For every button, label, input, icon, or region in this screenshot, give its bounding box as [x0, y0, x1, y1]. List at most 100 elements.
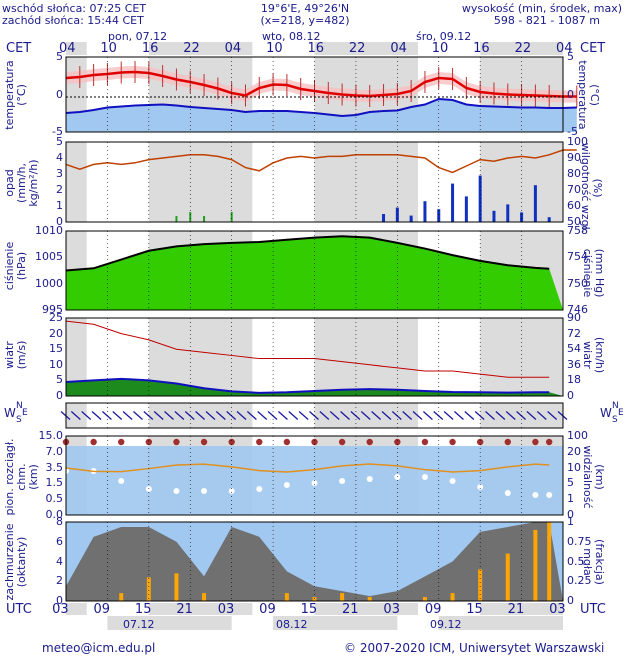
visibility-dot	[118, 438, 125, 446]
tick-right-visibility: 20	[567, 444, 581, 458]
wind-arrow	[267, 411, 278, 420]
tick-right-pressure: 758	[567, 224, 588, 237]
wind-arrow	[495, 411, 506, 420]
tick-left-pressure: 995	[42, 303, 63, 316]
tick-right-wind: 0	[567, 389, 574, 402]
wind-arrow	[381, 411, 392, 420]
tick-right-visibility: 5	[567, 476, 574, 490]
tick-right-precip: 60	[567, 199, 581, 212]
night-band	[66, 318, 87, 396]
tick-right-clouds: 0.25	[567, 574, 592, 588]
tz-bottom-right: UTC	[580, 602, 606, 617]
wind-arrow	[360, 411, 371, 420]
visibility-dot	[283, 438, 291, 446]
wind-arrow	[350, 411, 361, 420]
precip-bar	[547, 217, 551, 222]
wind-arrow	[81, 411, 92, 420]
bottom-night-band	[314, 603, 419, 616]
wind-arrow	[412, 411, 423, 420]
visibility-dot	[90, 438, 97, 446]
precip-bar	[437, 209, 441, 222]
cloud-base-dot	[366, 476, 373, 482]
wind-arrow	[174, 411, 185, 420]
visibility-dot	[545, 438, 553, 446]
tick-right-clouds: 0	[567, 594, 574, 607]
wind-arrow	[454, 411, 464, 420]
wind-arrow	[526, 411, 537, 420]
wdir-right-n: N	[612, 401, 619, 411]
panel-frame-press	[65, 230, 564, 311]
bottom-night-band	[480, 603, 563, 616]
wind-arrow	[516, 411, 527, 420]
bottom-hour-label: 03	[52, 602, 69, 617]
cloud-base-dot	[173, 488, 180, 494]
bottom-hour-label: 09	[259, 602, 276, 617]
tick-left-clouds: 0	[56, 594, 63, 607]
top-hour-label: 16	[307, 41, 325, 56]
bottom-hour-label: 21	[176, 602, 193, 617]
fog-bar	[202, 593, 207, 601]
dewpoint-line	[65, 97, 577, 118]
fog-bar	[340, 593, 345, 601]
tick-left-wind: 10	[49, 357, 63, 371]
panel-frame-precip	[65, 141, 564, 223]
wdir-right-e: E	[618, 408, 624, 418]
visibility-dot	[394, 438, 401, 446]
wind-arrow	[143, 411, 154, 420]
bottom-date-shade	[438, 616, 563, 630]
pressure-line	[65, 235, 550, 272]
tz-bottom-left: UTC	[6, 602, 32, 617]
fog-bar	[174, 573, 179, 601]
fog-bar	[533, 529, 538, 601]
wdir-right-s: S	[612, 415, 618, 425]
visibility-dot	[256, 438, 263, 446]
wind-arrow	[433, 411, 444, 420]
date-label-1: 07.12	[123, 618, 155, 631]
tick-left-temperature: 5	[56, 50, 63, 63]
tick-left-wind: 15	[49, 342, 63, 356]
tick-right-pressure: 746	[567, 303, 588, 316]
cloud-base-dot	[311, 480, 318, 486]
wind-line	[65, 377, 550, 394]
tick-left-wind: 20	[49, 326, 63, 340]
tick-left-precip: 0	[56, 215, 63, 228]
visibility-dot	[421, 438, 429, 446]
wind-arrow	[536, 411, 547, 420]
tick-right-temperature: 0	[567, 87, 574, 101]
cloud-base-dot	[421, 474, 428, 480]
tick-right-precip: 50	[567, 215, 581, 228]
day-label-2: wto, 08.12	[262, 30, 321, 43]
top-night-band	[480, 42, 563, 55]
tick-left-visibility: 1.5	[45, 476, 64, 490]
top-hour-label: 16	[141, 41, 159, 56]
footer-email[interactable]: meteo@icm.edu.pl	[42, 641, 156, 655]
cloud-base-dot	[201, 488, 208, 494]
tz-top-left: CET	[6, 41, 32, 56]
tick-left-clouds: 6	[56, 534, 63, 548]
wind-arrow	[340, 411, 350, 420]
bottom-hour-label: 15	[300, 602, 318, 617]
wind-arrow	[215, 411, 226, 420]
wind-arrow	[474, 411, 485, 420]
top-hour-label: 10	[100, 41, 117, 56]
top-hour-label: 22	[348, 41, 366, 56]
tick-left-pressure: 1005	[35, 250, 63, 264]
tick-left-pressure: 1000	[35, 276, 63, 290]
cloud-base-dot	[256, 486, 263, 492]
wind-right-label: (km/h) wiatr	[581, 336, 606, 374]
wind-arrow	[464, 411, 475, 420]
top-hour-label: 16	[473, 41, 490, 56]
wind-arrow	[278, 411, 288, 420]
temp-right-label: (°C) temperatura	[576, 60, 601, 130]
wind-arrow	[505, 411, 516, 420]
temp-line	[65, 70, 577, 98]
sunrise-text: wschód słońca: 07:25 CET	[2, 2, 147, 15]
bottom-night-band	[148, 603, 253, 616]
altitude-label: wysokość (min, środek, max)	[461, 2, 622, 15]
bottom-hour-label: 03	[549, 602, 566, 617]
precip-bar	[520, 212, 524, 222]
vis-right-label: (km) widzialność	[581, 445, 606, 509]
tick-right-precip: 90	[567, 151, 581, 164]
wdir-left-w: W	[4, 406, 16, 420]
tick-left-precip: 3	[56, 167, 63, 180]
